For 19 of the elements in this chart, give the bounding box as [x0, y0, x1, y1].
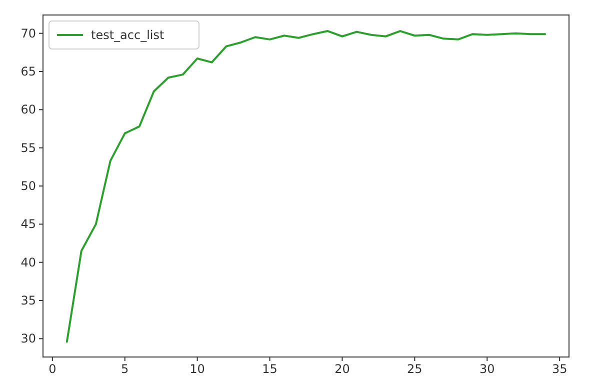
x-tick-label: 15: [262, 362, 278, 376]
y-tick-label: 70: [20, 26, 36, 40]
y-tick-label: 40: [20, 255, 36, 270]
legend-label: test_acc_list: [91, 28, 165, 42]
x-tick-label: 10: [190, 362, 205, 376]
y-tick-label: 60: [20, 102, 36, 117]
y-tick-label: 45: [20, 217, 36, 232]
y-tick-label: 55: [20, 140, 36, 155]
y-tick-label: 30: [20, 332, 36, 346]
x-tick-label: 35: [552, 362, 568, 376]
x-tick-label: 20: [334, 362, 350, 376]
x-tick-label: 0: [48, 362, 56, 376]
line-series: [66, 30, 546, 343]
x-tick-label: 25: [407, 362, 422, 376]
y-tick-label: 35: [20, 294, 36, 308]
x-tick-label: 30: [479, 362, 495, 376]
y-tick-label: 65: [20, 64, 36, 78]
y-tick-label: 50: [20, 179, 36, 193]
x-tick-label: 5: [121, 362, 129, 376]
